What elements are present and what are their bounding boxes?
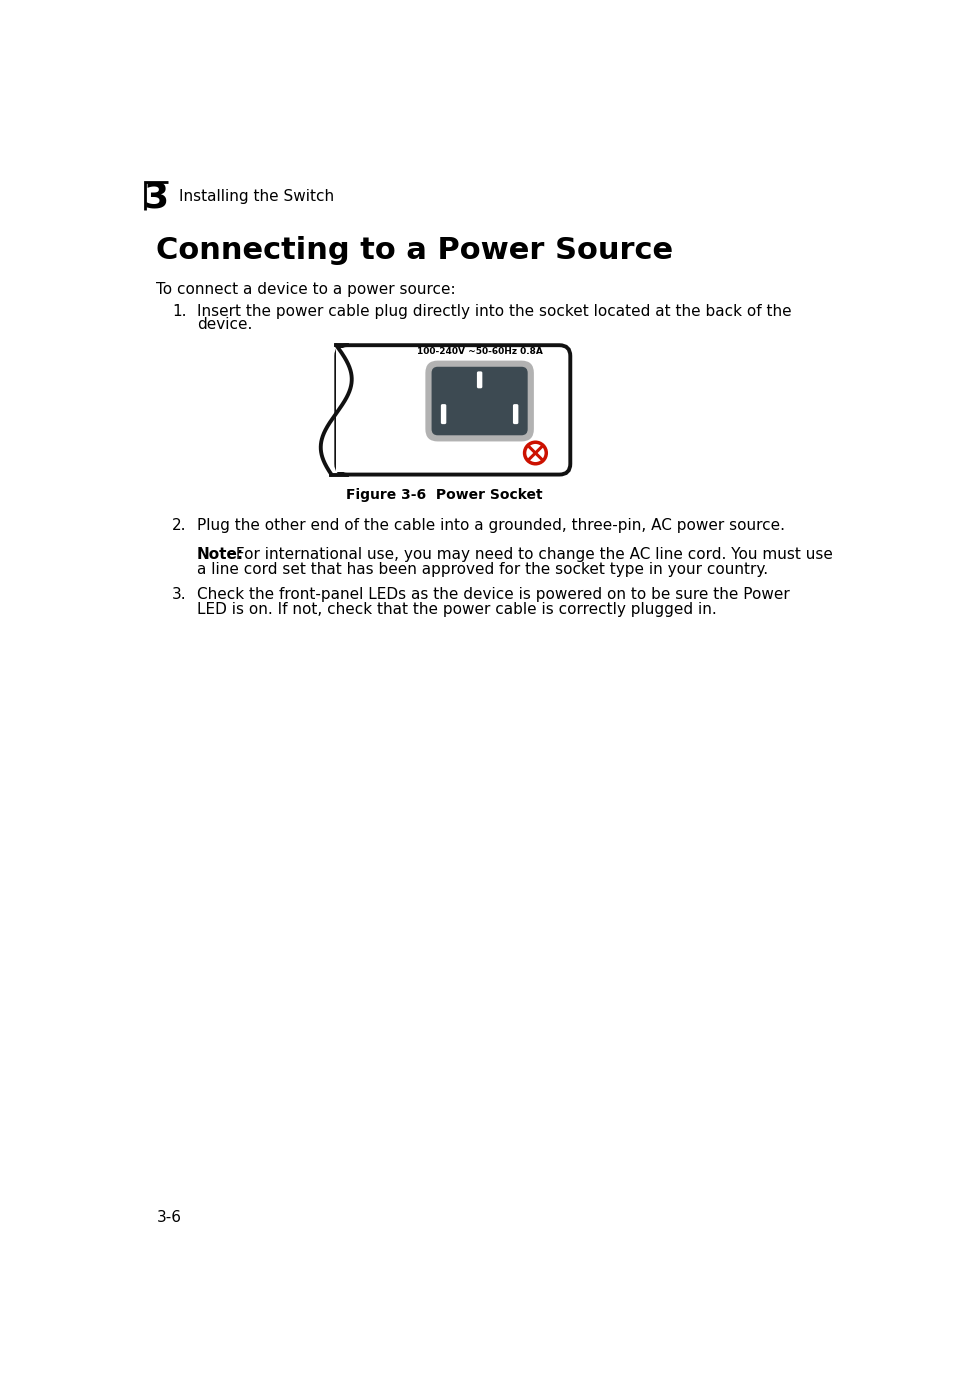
FancyBboxPatch shape [335,347,357,472]
Text: 3.: 3. [172,587,187,602]
Text: 3-6: 3-6 [156,1210,181,1226]
Text: 100-240V ~50-60Hz 0.8A: 100-240V ~50-60Hz 0.8A [416,347,542,355]
Text: a line cord set that has been approved for the socket type in your country.: a line cord set that has been approved f… [196,562,767,576]
Text: Connecting to a Power Source: Connecting to a Power Source [156,236,673,265]
Text: Note:: Note: [196,547,244,562]
Text: 3: 3 [144,180,169,214]
Text: Installing the Switch: Installing the Switch [179,189,334,204]
Text: 2.: 2. [172,518,186,533]
Text: To connect a device to a power source:: To connect a device to a power source: [156,282,456,297]
Text: Figure 3-6  Power Socket: Figure 3-6 Power Socket [346,489,542,502]
Text: Check the front-panel LEDs as the device is powered on to be sure the Power: Check the front-panel LEDs as the device… [196,587,789,602]
FancyBboxPatch shape [335,346,570,475]
Text: device.: device. [196,318,252,333]
Text: 1.: 1. [172,304,186,319]
Circle shape [524,443,546,464]
FancyBboxPatch shape [440,404,446,425]
Text: Insert the power cable plug directly into the socket located at the back of the: Insert the power cable plug directly int… [196,304,791,319]
FancyBboxPatch shape [513,404,517,425]
FancyBboxPatch shape [476,372,482,389]
FancyBboxPatch shape [425,361,534,441]
Text: LED is on. If not, check that the power cable is correctly plugged in.: LED is on. If not, check that the power … [196,601,716,616]
Text: For international use, you may need to change the AC line cord. You must use: For international use, you may need to c… [231,547,832,562]
FancyBboxPatch shape [431,366,527,436]
Text: Plug the other end of the cable into a grounded, three-pin, AC power source.: Plug the other end of the cable into a g… [196,518,784,533]
Circle shape [522,440,547,465]
